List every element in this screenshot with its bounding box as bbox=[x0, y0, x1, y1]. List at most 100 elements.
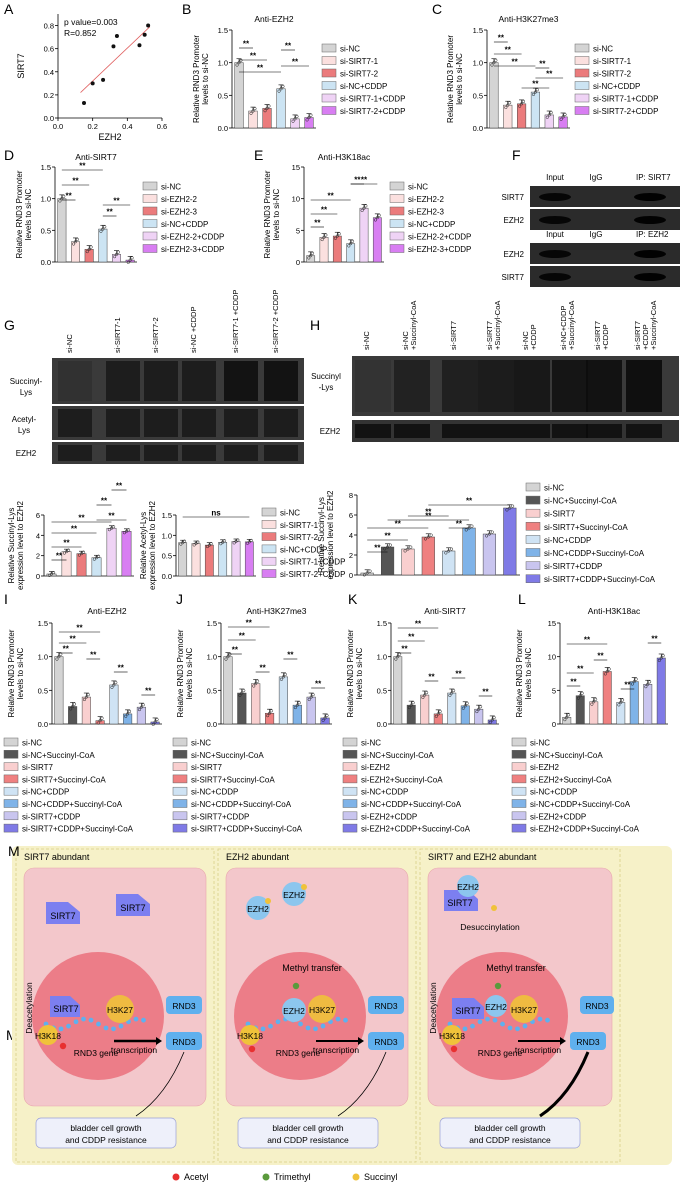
data-point bbox=[116, 250, 120, 254]
data-point bbox=[368, 569, 372, 573]
y-tick-label: 10 bbox=[548, 653, 556, 662]
y-tick-label: 0.4 bbox=[44, 68, 54, 77]
legend-swatch bbox=[511, 811, 527, 821]
y-tick-label: 0.0 bbox=[44, 114, 54, 123]
chart-title: Anti-H3K27me3 bbox=[498, 14, 558, 24]
chart-J: 0.0 0.5 1.0 1.5 Anti-H3K27me3 Relative RND3 P… bbox=[176, 606, 332, 729]
legend-label: si-SIRT7+CDDP bbox=[191, 812, 249, 821]
scatter-point bbox=[101, 77, 106, 82]
data-point bbox=[309, 695, 313, 699]
data-point bbox=[155, 718, 159, 722]
legend-swatch bbox=[342, 750, 358, 759]
chart-G2: 0.0 0.5 1.0 1.5 Relative Acetyl-Lys expressio… bbox=[139, 500, 256, 590]
data-point bbox=[470, 524, 474, 528]
blot-header: IgG bbox=[590, 173, 603, 182]
panel-letter: C bbox=[432, 1, 442, 17]
data-point bbox=[98, 719, 102, 723]
lane-label: si-NC+CDDP bbox=[559, 306, 568, 350]
mechanism-panel-2 bbox=[217, 848, 417, 1163]
legend-label: si-NC bbox=[593, 45, 613, 54]
lane-label: si-SIRT7 bbox=[633, 321, 642, 350]
blot-band bbox=[478, 424, 514, 438]
legend-label: si-EZH2-2+CDDP bbox=[408, 233, 471, 242]
legend-label: si-SIRT7-2+CDDP bbox=[340, 107, 405, 116]
y-tick-label: 0.0 bbox=[207, 720, 217, 729]
y-tick-label: 0.2 bbox=[44, 91, 54, 100]
blot-band bbox=[224, 445, 258, 461]
data-point bbox=[240, 691, 244, 695]
bar bbox=[332, 235, 342, 263]
data-point bbox=[533, 90, 537, 94]
blot-header: Input bbox=[546, 230, 565, 239]
histone-h3k18 bbox=[240, 1025, 260, 1045]
bar bbox=[191, 543, 201, 577]
blot-strip bbox=[530, 186, 680, 207]
y-tick-label: 0 bbox=[296, 258, 300, 267]
data-point bbox=[535, 88, 539, 92]
rnd3-protein bbox=[166, 996, 202, 1014]
legend-label: si-NC+Succinyl-CoA bbox=[530, 751, 603, 760]
data-point bbox=[324, 233, 328, 237]
y-axis-label: levels to si-NC bbox=[201, 53, 210, 105]
legend-swatch bbox=[3, 737, 19, 747]
data-point bbox=[421, 695, 425, 700]
lane-label: si-NC +CDDP bbox=[189, 307, 198, 353]
data-point bbox=[475, 710, 479, 714]
y-tick-label: 1.5 bbox=[207, 619, 217, 628]
legend-swatch bbox=[172, 799, 188, 808]
nucleus bbox=[436, 952, 568, 1080]
outcome-label: and CDDP resistance bbox=[65, 1135, 147, 1145]
data-point bbox=[594, 697, 598, 701]
data-point bbox=[621, 698, 625, 702]
bar bbox=[98, 228, 108, 263]
legend-label: si-NC+CDDP bbox=[361, 788, 408, 797]
sig-label: ** bbox=[239, 632, 246, 641]
legend-label: si-SIRT7 bbox=[544, 510, 576, 519]
key-label: Acetyl bbox=[184, 1172, 209, 1182]
blot-band bbox=[626, 424, 662, 438]
data-point bbox=[388, 543, 392, 547]
sig-label: ** bbox=[539, 60, 546, 69]
y-tick-label: 1.0 bbox=[207, 653, 217, 662]
sig-label: ** bbox=[79, 162, 86, 171]
sig-label: ** bbox=[71, 525, 78, 534]
blot-header: Input bbox=[546, 173, 565, 182]
bar bbox=[602, 671, 612, 725]
data-point bbox=[508, 101, 512, 105]
legend-swatch bbox=[142, 231, 158, 241]
dna-bead bbox=[522, 1023, 528, 1029]
legend-label: si-NC+Succinyl-CoA bbox=[191, 751, 264, 760]
legend-label: si-NC bbox=[191, 739, 211, 748]
data-point bbox=[505, 508, 509, 512]
lane-label: +CDDP bbox=[529, 324, 538, 350]
blot-row-label: Lys bbox=[20, 388, 32, 397]
scatter-point bbox=[111, 44, 116, 49]
sig-label: ** bbox=[597, 652, 604, 661]
legend-swatch bbox=[525, 508, 541, 518]
outcome-label: bladder cell growth bbox=[70, 1123, 142, 1133]
dna-bead bbox=[111, 1026, 116, 1032]
legend-swatch bbox=[389, 194, 405, 203]
data-point bbox=[113, 255, 117, 259]
blot-row-label: EZH2 bbox=[320, 427, 341, 436]
blot-band bbox=[264, 445, 298, 461]
data-point bbox=[71, 704, 75, 709]
legend-label: si-SIRT7-1 bbox=[280, 521, 319, 530]
data-point bbox=[238, 693, 242, 698]
data-point bbox=[365, 571, 369, 575]
data-point bbox=[305, 118, 309, 122]
y-tick-label: 0 bbox=[552, 720, 556, 729]
data-point bbox=[377, 213, 381, 217]
legend-label: si-EZH2+Succinyl-CoA bbox=[361, 775, 443, 784]
bar bbox=[54, 656, 64, 725]
data-point bbox=[409, 703, 413, 707]
bar bbox=[393, 656, 403, 725]
sig-label: ** bbox=[546, 70, 553, 79]
legend-swatch bbox=[525, 522, 541, 531]
sig-label: ** bbox=[118, 664, 125, 673]
rnd3-label: RND3 bbox=[585, 1001, 608, 1011]
legend-swatch bbox=[172, 737, 188, 747]
ezh2-protein bbox=[282, 882, 306, 906]
data-point bbox=[62, 551, 66, 555]
blot-header: IgG bbox=[590, 230, 603, 239]
